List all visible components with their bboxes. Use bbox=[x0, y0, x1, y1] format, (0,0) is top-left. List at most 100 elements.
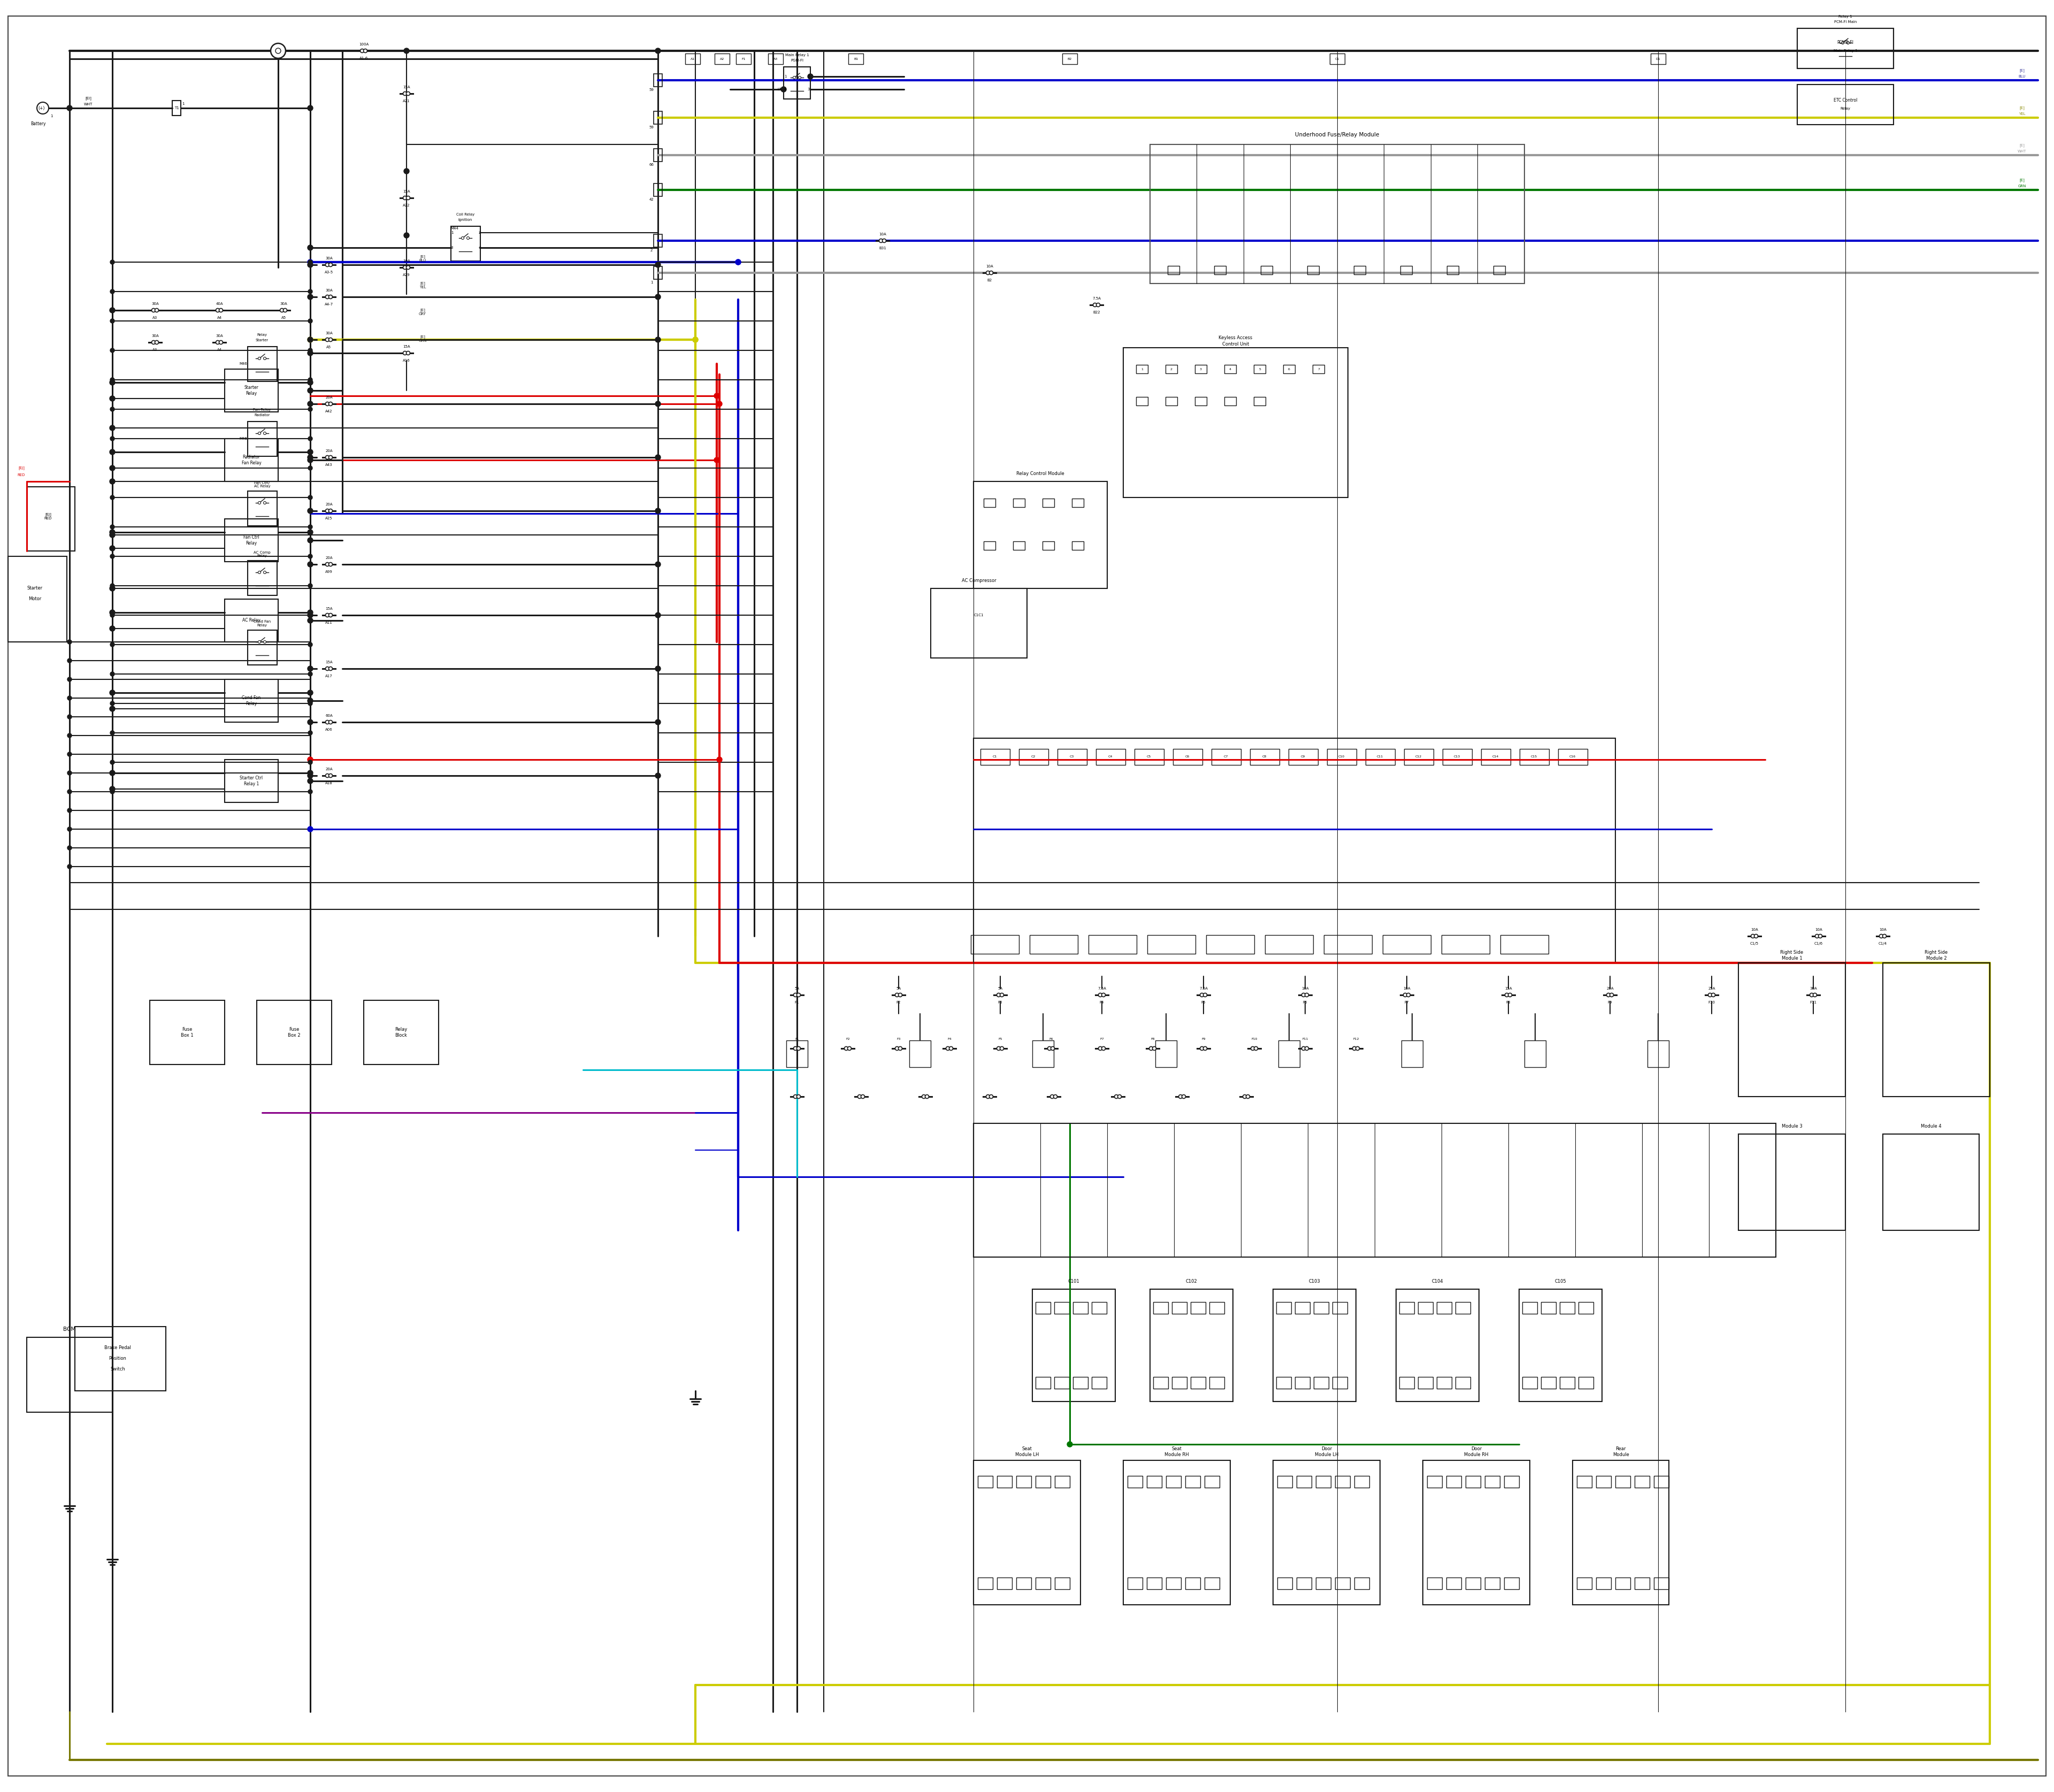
Bar bbox=[27, 1337, 113, 1412]
Circle shape bbox=[655, 613, 661, 618]
Circle shape bbox=[1101, 1047, 1105, 1050]
Text: F1: F1 bbox=[795, 1002, 799, 1004]
Text: 100A: 100A bbox=[359, 43, 368, 47]
Bar bbox=[1224, 396, 1237, 405]
Text: 4: 4 bbox=[1228, 367, 1230, 371]
Circle shape bbox=[407, 195, 411, 199]
Circle shape bbox=[68, 677, 72, 681]
Text: PGM-FI: PGM-FI bbox=[791, 59, 803, 63]
Text: A5: A5 bbox=[327, 346, 331, 349]
Circle shape bbox=[111, 525, 115, 529]
Bar bbox=[1165, 396, 1177, 405]
Bar bbox=[653, 235, 661, 247]
Circle shape bbox=[1068, 1441, 1072, 1446]
Circle shape bbox=[1884, 934, 1886, 937]
Bar bbox=[1154, 1041, 1177, 1068]
Text: Right Side
Module 1: Right Side Module 1 bbox=[1781, 950, 1803, 961]
Circle shape bbox=[1814, 993, 1818, 996]
Bar bbox=[249, 491, 277, 525]
Circle shape bbox=[364, 48, 368, 52]
Text: Relay 1: Relay 1 bbox=[1838, 14, 1853, 18]
Bar bbox=[715, 54, 729, 65]
Bar bbox=[1399, 1376, 1415, 1389]
Text: Relay
Block: Relay Block bbox=[394, 1027, 407, 1038]
Bar bbox=[1210, 1303, 1224, 1314]
Bar bbox=[1884, 1134, 1980, 1231]
Bar bbox=[1522, 1303, 1536, 1314]
Circle shape bbox=[329, 455, 333, 459]
Circle shape bbox=[1179, 1095, 1183, 1098]
Text: F4: F4 bbox=[947, 1038, 951, 1039]
Circle shape bbox=[308, 530, 312, 536]
Bar bbox=[224, 369, 277, 412]
Text: [E]
YEL: [E] YEL bbox=[419, 281, 425, 289]
Text: 3: 3 bbox=[1200, 367, 1202, 371]
Text: 30A: 30A bbox=[152, 335, 158, 337]
Bar bbox=[364, 1000, 440, 1064]
Text: Motor: Motor bbox=[29, 597, 41, 602]
Circle shape bbox=[1251, 1047, 1255, 1050]
Circle shape bbox=[111, 378, 115, 382]
Bar bbox=[1167, 1477, 1181, 1487]
Circle shape bbox=[263, 640, 267, 643]
Bar bbox=[974, 738, 1614, 962]
Text: A4: A4 bbox=[218, 315, 222, 319]
Circle shape bbox=[655, 262, 661, 267]
Text: Brake Pedal: Brake Pedal bbox=[105, 1346, 131, 1351]
Circle shape bbox=[259, 432, 261, 435]
Bar bbox=[1273, 1460, 1380, 1606]
Bar bbox=[224, 439, 277, 482]
Text: ETC Control: ETC Control bbox=[1834, 97, 1857, 102]
Text: 30A: 30A bbox=[279, 303, 288, 305]
Bar bbox=[1124, 348, 1347, 498]
Text: C102: C102 bbox=[1185, 1279, 1197, 1285]
Circle shape bbox=[308, 294, 312, 299]
Bar bbox=[1214, 265, 1226, 274]
Text: A4-7: A4-7 bbox=[325, 303, 333, 306]
Bar bbox=[1185, 1477, 1200, 1487]
Circle shape bbox=[1606, 993, 1610, 996]
Bar bbox=[1017, 1577, 1031, 1590]
Circle shape bbox=[263, 432, 267, 435]
Circle shape bbox=[109, 771, 115, 776]
Bar bbox=[1446, 265, 1458, 274]
Bar bbox=[1797, 29, 1894, 68]
Bar bbox=[653, 149, 661, 161]
Circle shape bbox=[325, 455, 329, 459]
Text: 1: 1 bbox=[1140, 367, 1142, 371]
Circle shape bbox=[692, 337, 698, 342]
Bar bbox=[1165, 366, 1177, 373]
Circle shape bbox=[308, 437, 312, 441]
Bar bbox=[1467, 1477, 1481, 1487]
Bar bbox=[1296, 1577, 1313, 1590]
Bar bbox=[249, 631, 277, 665]
Text: (+): (+) bbox=[39, 106, 45, 111]
Bar bbox=[1072, 498, 1085, 507]
Circle shape bbox=[308, 667, 312, 672]
Bar bbox=[1251, 749, 1280, 765]
Circle shape bbox=[308, 609, 312, 615]
Text: F3: F3 bbox=[998, 1002, 1002, 1004]
Text: C11: C11 bbox=[1376, 756, 1382, 758]
Circle shape bbox=[797, 1047, 801, 1050]
Bar bbox=[1397, 1288, 1479, 1401]
Text: 1: 1 bbox=[651, 281, 653, 285]
Circle shape bbox=[1247, 1095, 1249, 1098]
Circle shape bbox=[1304, 1047, 1308, 1050]
Circle shape bbox=[466, 237, 470, 240]
Text: 1: 1 bbox=[49, 115, 53, 118]
Text: A4: A4 bbox=[218, 348, 222, 351]
Circle shape bbox=[308, 772, 312, 778]
Text: C1/6: C1/6 bbox=[1814, 943, 1824, 944]
Circle shape bbox=[109, 545, 115, 550]
Bar bbox=[1019, 749, 1048, 765]
Bar bbox=[249, 346, 277, 382]
Bar bbox=[1206, 935, 1255, 953]
Text: F5: F5 bbox=[1202, 1002, 1206, 1004]
Circle shape bbox=[308, 337, 312, 342]
Circle shape bbox=[325, 263, 329, 267]
Bar bbox=[1354, 1477, 1370, 1487]
Bar bbox=[1043, 498, 1054, 507]
Circle shape bbox=[1243, 1095, 1247, 1098]
Bar bbox=[1520, 1288, 1602, 1401]
